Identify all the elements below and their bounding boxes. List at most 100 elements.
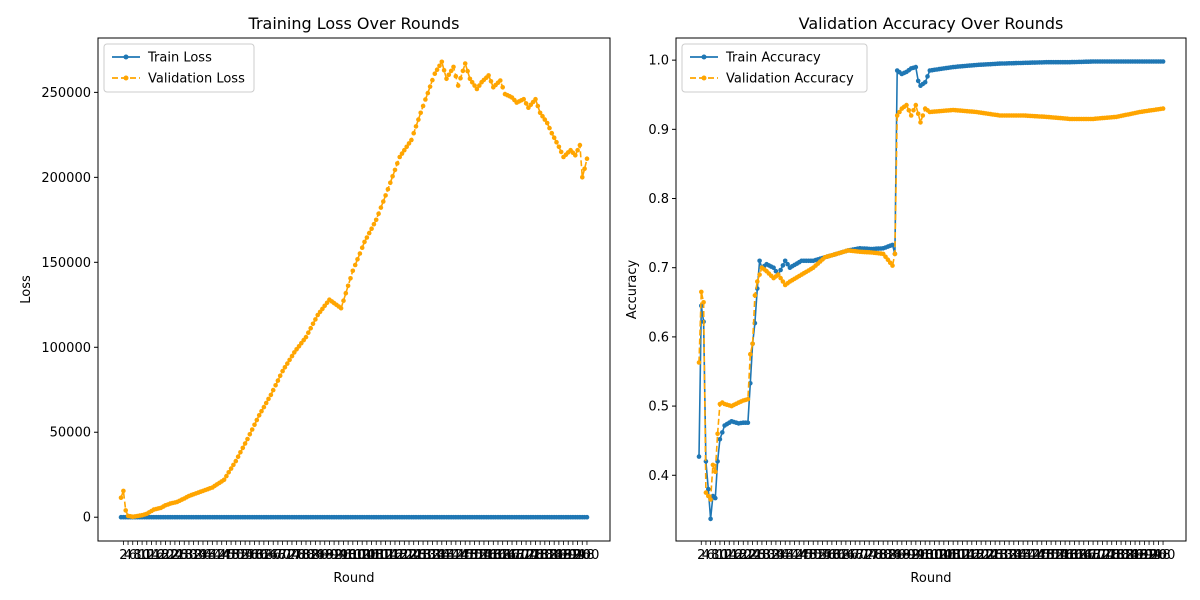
x-tick-label: 42 <box>209 548 226 563</box>
data-point <box>266 396 271 402</box>
x-tick-label: 30 <box>758 548 775 563</box>
data-point <box>1160 106 1166 111</box>
data-point <box>915 78 921 84</box>
legend-marker <box>701 54 707 60</box>
data-point <box>467 76 473 82</box>
x-tick-label: 160 <box>1057 548 1082 563</box>
x-tick-label: 160 <box>481 548 506 563</box>
x-tick-label: 120 <box>387 548 412 563</box>
x-tick-label: 12 <box>139 548 156 563</box>
data-point <box>402 147 407 153</box>
x-tick-label: 118 <box>383 548 408 563</box>
x-tick-label: 98 <box>340 548 357 563</box>
x-tick-label: 182 <box>1109 548 1134 563</box>
data-point <box>551 135 557 140</box>
x-tick-label: 172 <box>1085 548 1110 563</box>
data-point <box>383 193 388 198</box>
x-tick-label: 74 <box>284 548 301 563</box>
x-tick-label: 188 <box>546 548 571 563</box>
x-tick-label: 124 <box>397 548 422 563</box>
x-tick-label: 94 <box>908 548 925 563</box>
data-point <box>357 251 363 256</box>
x-tick-label: 130 <box>987 548 1012 563</box>
x-tick-label: 26 <box>749 548 766 563</box>
data-point <box>894 113 900 118</box>
x-tick-label: 20 <box>157 548 174 563</box>
data-point <box>713 495 718 501</box>
data-point <box>123 508 128 513</box>
data-point <box>584 156 590 161</box>
data-point <box>897 109 902 115</box>
data-point <box>455 83 461 88</box>
data-point <box>778 275 783 281</box>
data-point <box>477 83 482 88</box>
data-point <box>752 293 758 298</box>
x-tick-label: 16 <box>148 548 165 563</box>
data-point <box>925 74 930 79</box>
data-point <box>745 396 751 402</box>
x-tick-label: 96 <box>335 548 352 563</box>
x-tick-label: 116 <box>955 548 980 563</box>
data-point <box>280 368 285 374</box>
x-tick-label: 56 <box>242 548 259 563</box>
x-tick-label: 8 <box>133 548 141 563</box>
x-tick-label: 58 <box>824 548 841 563</box>
series-line <box>698 102 1164 502</box>
x-tick-label: 40 <box>782 548 799 563</box>
data-point <box>430 77 435 83</box>
x-tick-label: 186 <box>1118 548 1143 563</box>
y-tick-label: 1.0 <box>648 54 669 69</box>
x-tick-label: 140 <box>1011 548 1036 563</box>
data-point <box>918 120 923 125</box>
x-axis-label: Round <box>910 571 951 586</box>
data-point <box>404 144 410 150</box>
data-point <box>448 68 454 74</box>
data-point <box>362 239 367 245</box>
data-point <box>343 290 349 296</box>
data-point <box>535 103 541 109</box>
x-tick-label: 28 <box>176 548 193 563</box>
x-tick-label: 14 <box>143 548 160 563</box>
x-tick-label: 196 <box>1141 548 1166 563</box>
data-point <box>748 351 753 357</box>
data-point <box>233 458 239 464</box>
data-point <box>366 230 372 236</box>
data-point <box>537 110 543 116</box>
series-line <box>120 59 588 518</box>
data-point <box>381 199 386 204</box>
series-train-loss <box>118 514 590 520</box>
data-point <box>771 265 776 271</box>
data-point <box>696 360 702 365</box>
x-tick-label: 26 <box>171 548 188 563</box>
x-tick-label: 30 <box>181 548 198 563</box>
y-tick-label: 100000 <box>41 341 91 356</box>
x-tick-label: 60 <box>251 548 268 563</box>
x-tick-label: 114 <box>373 548 398 563</box>
legend-label: Train Accuracy <box>725 51 821 66</box>
data-point <box>392 167 398 173</box>
legend-label: Train Loss <box>147 51 212 66</box>
data-point <box>713 469 718 475</box>
x-tick-label: 132 <box>415 548 440 563</box>
x-tick-label: 4 <box>124 548 132 563</box>
x-tick-label: 80 <box>298 548 315 563</box>
data-point <box>582 166 587 172</box>
x-tick-label: 70 <box>852 548 869 563</box>
x-tick-label: 104 <box>350 548 375 563</box>
chart-panel-loss: Training Loss Over Rounds 0 50000 100000 150… <box>19 14 611 586</box>
data-point <box>277 373 283 379</box>
y-tick-label: 0.8 <box>648 192 669 207</box>
x-tick-label: 126 <box>401 548 426 563</box>
data-point <box>338 305 344 311</box>
x-tick-label: 154 <box>467 548 492 563</box>
x-tick-label: 168 <box>1076 548 1101 563</box>
y-tick-label: 200000 <box>41 171 91 186</box>
data-point <box>913 64 919 70</box>
legend-label: Validation Loss <box>148 72 245 87</box>
x-tick-label: 146 <box>448 548 473 563</box>
data-point <box>345 283 351 289</box>
x-tick-label: 84 <box>884 548 901 563</box>
x-tick-label: 166 <box>1071 548 1096 563</box>
data-point <box>350 268 356 274</box>
data-point <box>254 417 260 423</box>
